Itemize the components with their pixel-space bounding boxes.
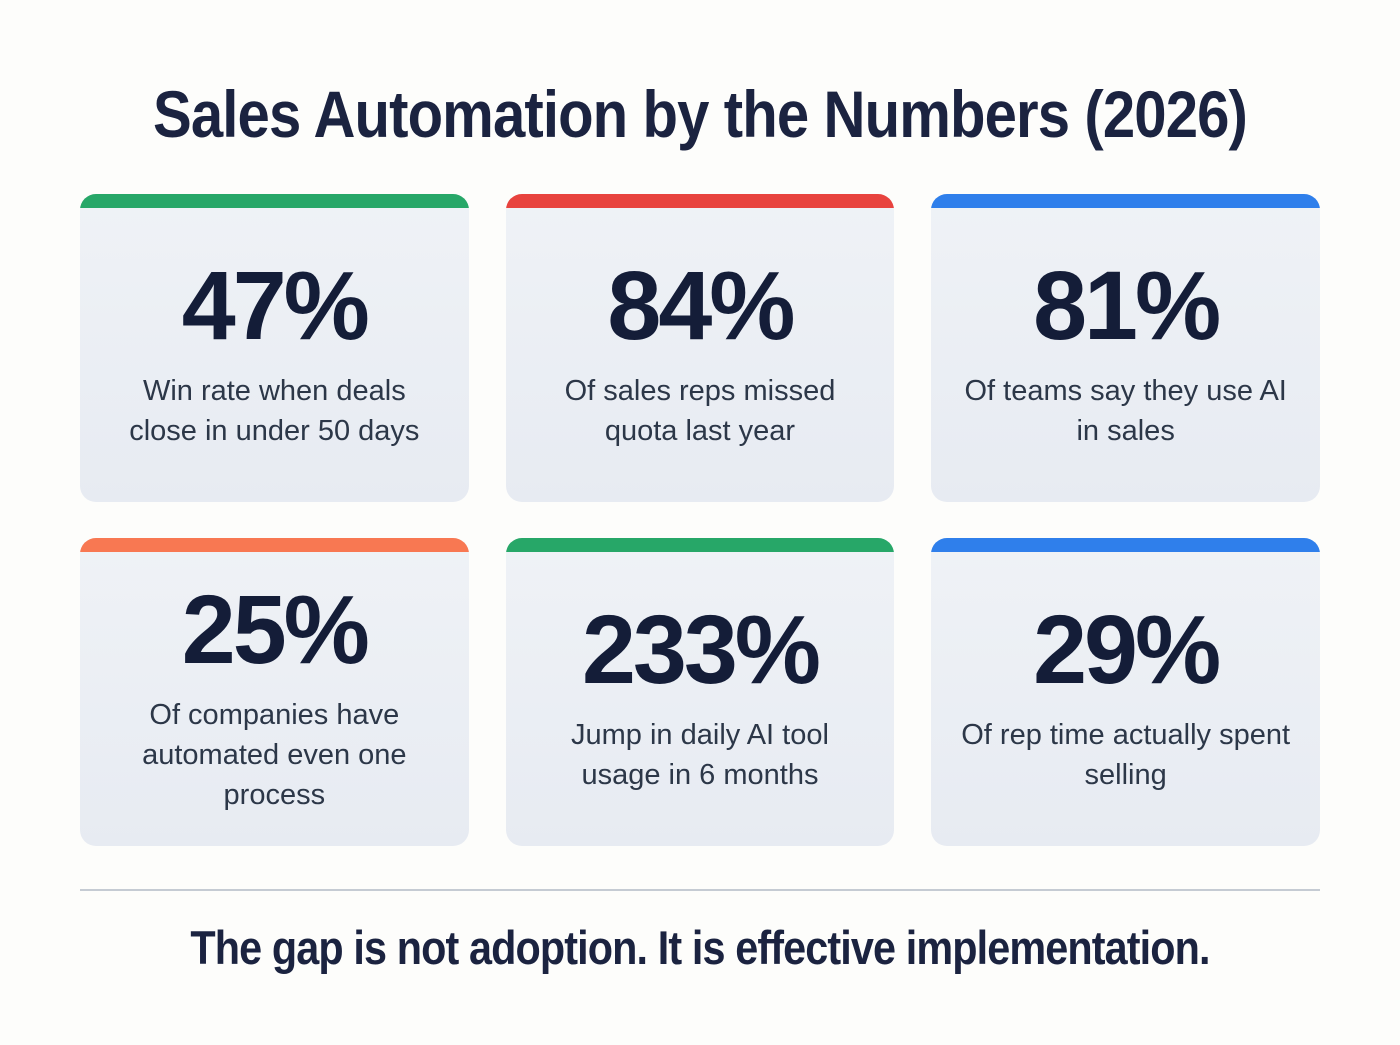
stat-card-win-rate: 47% Win rate when deals close in under 5… <box>80 194 469 502</box>
horizontal-divider <box>80 889 1320 891</box>
stat-value: 29% <box>1033 595 1221 704</box>
footer-takeaway: The gap is not adoption. It is effective… <box>190 921 1210 974</box>
stat-value: 84% <box>607 251 795 360</box>
accent-bar-orange <box>80 538 469 552</box>
stat-value: 25% <box>181 575 370 684</box>
stat-label: Jump in daily AI tool usage in 6 months <box>571 719 829 791</box>
stat-value: 81% <box>1033 251 1221 360</box>
accent-bar-red <box>505 194 895 208</box>
stat-label: Of rep time actually spent selling <box>961 719 1291 791</box>
stat-card-grid: 47% Win rate when deals close in under 5… <box>80 194 1320 846</box>
stat-value: 233% <box>581 595 821 704</box>
stat-label: Win rate when deals close in under 50 da… <box>129 375 420 447</box>
stat-card-time-selling: 29% Of rep time actually spent selling <box>931 538 1320 846</box>
accent-bar-green <box>80 194 469 208</box>
stat-label: Of teams say they use AI in sales <box>964 375 1287 447</box>
stat-card-missed-quota: 84% Of sales reps missed quota last year <box>505 194 895 502</box>
stat-card-automated-process: 25% Of companies have automated even one… <box>80 538 469 846</box>
stat-card-ai-usage: 81% Of teams say they use AI in sales <box>931 194 1320 502</box>
accent-bar-green <box>505 538 895 552</box>
stat-card-tool-usage-jump: 233% Jump in daily AI tool usage in 6 mo… <box>505 538 895 846</box>
accent-bar-blue <box>931 538 1320 552</box>
stat-label: Of sales reps missed quota last year <box>564 375 836 447</box>
stat-label: Of companies have automated even one pro… <box>142 699 407 811</box>
page-title: Sales Automation by the Numbers (2026) <box>152 77 1248 151</box>
accent-bar-blue <box>931 194 1320 208</box>
stat-value: 47% <box>181 251 370 360</box>
